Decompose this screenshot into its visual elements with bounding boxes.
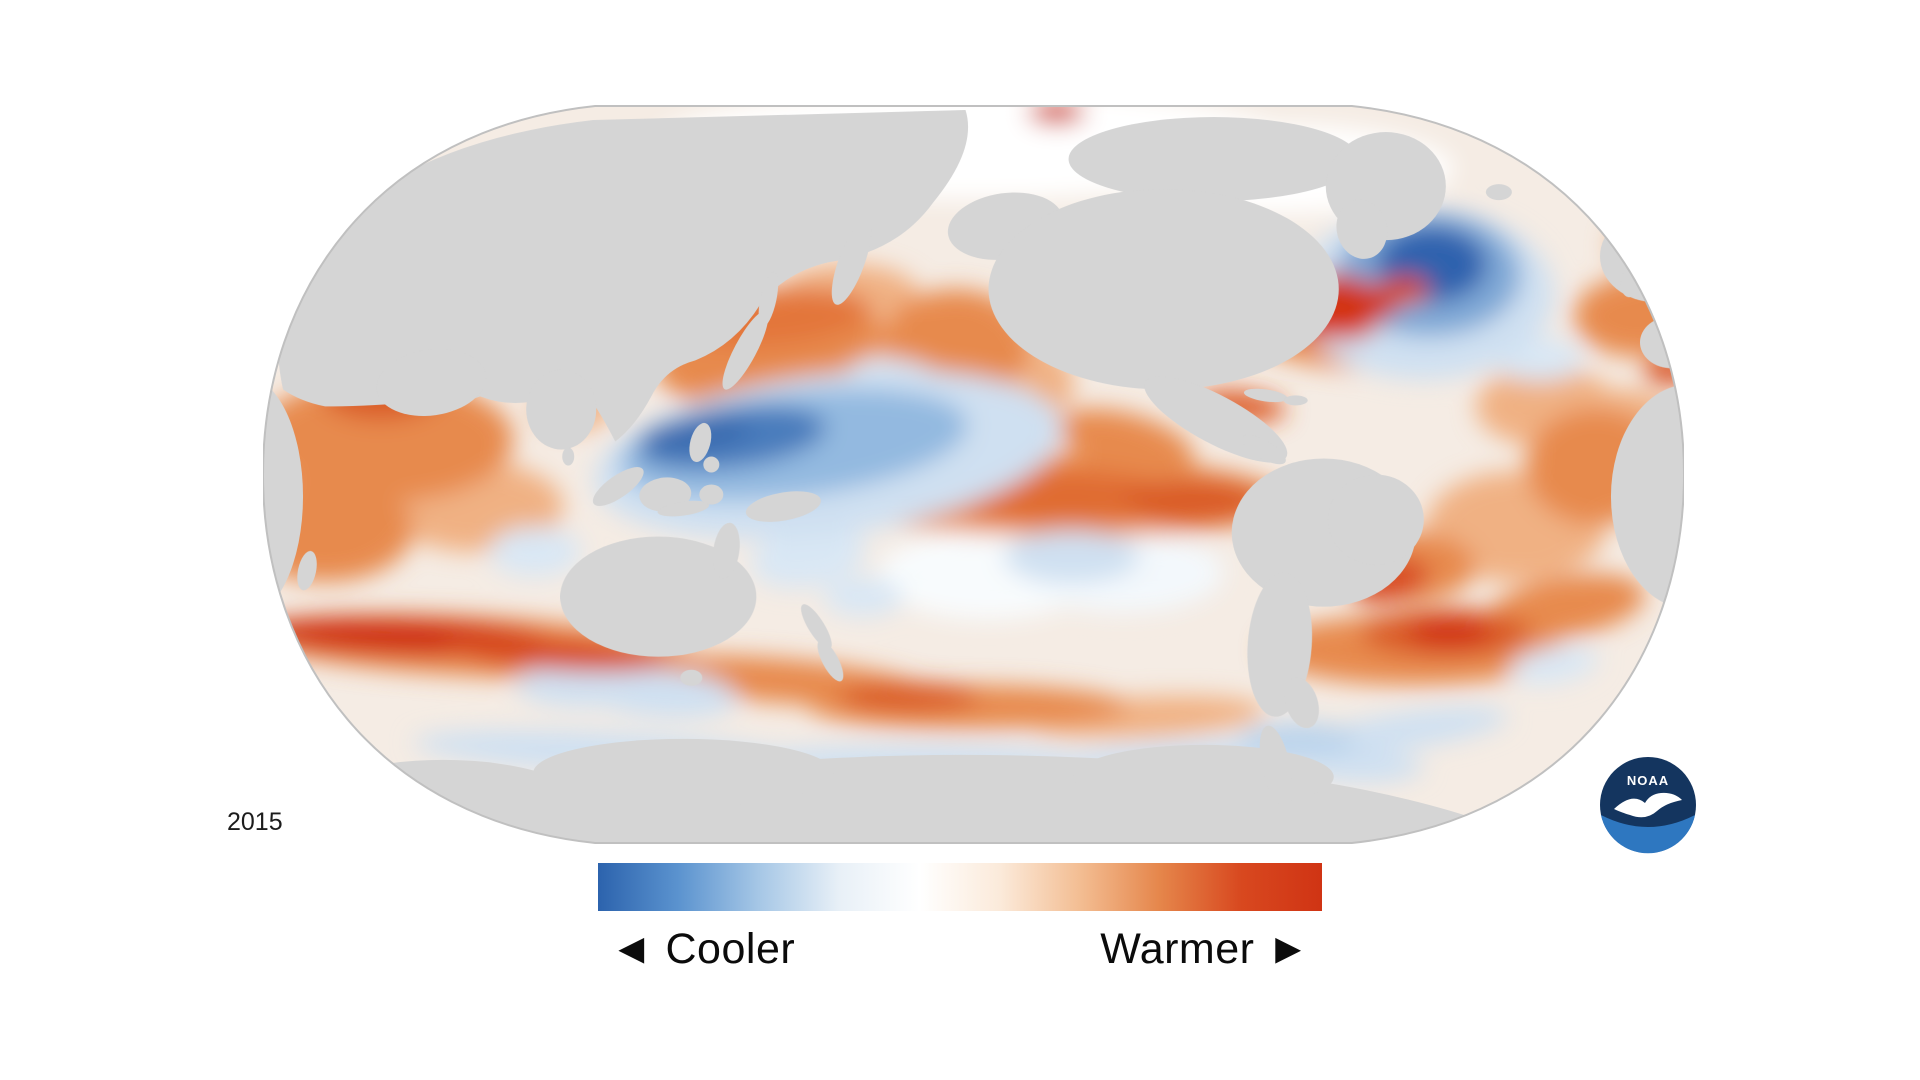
world-anomaly-map (263, 105, 1684, 844)
land-layer (263, 110, 1684, 843)
year-label: 2015 (227, 808, 283, 836)
color-scale-legend: ◄ Cooler Warmer ► (598, 863, 1322, 974)
continent-north-america (947, 117, 1359, 465)
noaa-logo-text: NOAA (1627, 773, 1669, 788)
greenland (1325, 132, 1512, 259)
continent-south-america (1231, 458, 1424, 729)
continent-australia (560, 522, 757, 686)
continent-asia (278, 110, 969, 466)
legend-labels: ◄ Cooler Warmer ► (598, 925, 1322, 974)
ocean-anomaly-layer (263, 106, 1684, 783)
noaa-bird-icon (1614, 792, 1682, 818)
noaa-logo: NOAA (1600, 757, 1696, 854)
new-zealand (801, 604, 844, 682)
map-outline (263, 105, 1684, 844)
maritime-continent-islands (592, 422, 821, 522)
color-scale-bar (598, 863, 1322, 911)
continent-africa (263, 376, 1684, 617)
warmer-label: Warmer ► (1100, 925, 1310, 973)
cooler-label: ◄ Cooler (610, 925, 796, 973)
noaa-logo-sea (1601, 815, 1695, 854)
